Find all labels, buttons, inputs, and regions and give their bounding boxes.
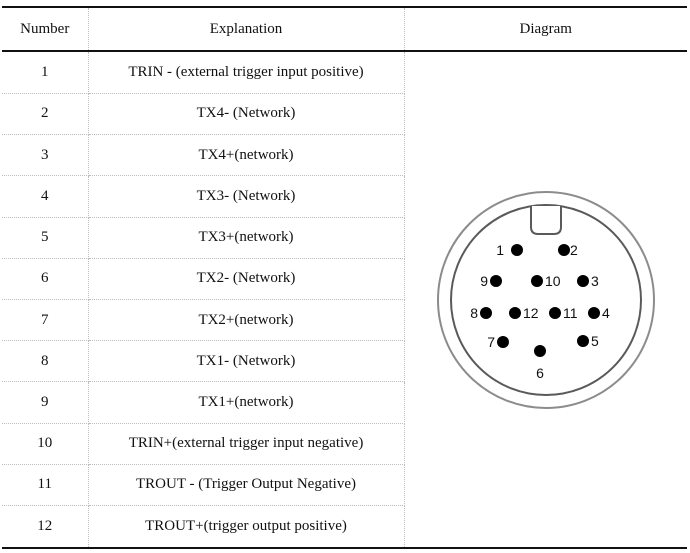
table-row: 9 TX1+(network) [2,381,687,424]
pin-label: 7 [487,334,495,350]
pin-explanation: TROUT+(trigger output positive) [88,505,405,550]
pin-label: 12 [523,305,539,321]
pin-label: 1 [496,242,504,258]
pin-dot [508,306,521,319]
header-diagram: Diagram [404,6,687,52]
pin-explanation: TX4+(network) [88,134,405,177]
pin-label: 10 [545,273,561,289]
connector-outer-ring [436,190,655,409]
pin-explanation: TRIN+(external trigger input negative) [88,423,405,465]
pin-explanation: TX3+(network) [88,217,405,259]
pin-number: 7 [2,299,89,342]
pin-number: 9 [2,381,89,424]
table-row: 8 TX1- (Network) [2,340,687,383]
pin-explanation: TX2+(network) [88,299,405,342]
pin-label: 8 [470,305,478,321]
table-row: 4 TX3- (Network) [2,175,687,218]
pin-dot [548,306,561,319]
pin-dot [576,274,589,287]
pin-number: 4 [2,175,89,218]
table-row: 3 TX4+(network) [2,134,687,177]
pin-dot [496,335,509,348]
pin-explanation: TX1- (Network) [88,340,405,383]
pin-number: 1 [2,51,89,94]
pin-number: 8 [2,340,89,383]
pin-number: 2 [2,93,89,136]
pin-dot [510,243,523,256]
pin-number: 11 [2,464,89,507]
pin-explanation: TX1+(network) [88,381,405,424]
pin-dot [479,306,492,319]
pin-number: 5 [2,217,89,259]
pin-label: 4 [602,305,610,321]
pin-explanation: TROUT - (Trigger Output Negative) [88,464,405,507]
pin-number: 3 [2,134,89,177]
header-row: Number Explanation Diagram [2,6,687,52]
table-row: 12 TROUT+(trigger output positive) [2,505,687,550]
connector-key-notch [529,205,562,235]
pin-label: 11 [563,305,578,321]
table-row: 2 TX4- (Network) [2,93,687,136]
table-row: 1 TRIN - (external trigger input positiv… [2,51,687,549]
pin-dot [557,243,570,256]
table-row: 10 TRIN+(external trigger input negative… [2,423,687,465]
pin-label: 2 [570,242,578,258]
table-row: 11 TROUT - (Trigger Output Negative) [2,464,687,507]
pin-label: 6 [536,365,544,381]
header-number: Number [2,6,89,52]
pin-explanation: TX2- (Network) [88,258,405,300]
pin-dot [576,334,589,347]
pin-dot [533,344,546,357]
pin-explanation: TX4- (Network) [88,93,405,136]
table-row: 5 TX3+(network) [2,217,687,259]
connector-inner-ring [449,203,642,396]
pin-label: 5 [591,333,599,349]
pin-label: 9 [480,273,488,289]
pin-label: 3 [591,273,599,289]
pin-number: 12 [2,505,89,550]
pin-explanation: TRIN - (external trigger input positive) [88,51,405,94]
header-explanation: Explanation [88,6,405,52]
pin-dot [530,274,543,287]
pin-table: Number Explanation Diagram 1 TRIN - (ext… [2,6,687,550]
table-row: 6 TX2- (Network) [2,258,687,300]
pin-dot [489,274,502,287]
table-row: 7 TX2+(network) [2,299,687,342]
pin-number: 10 [2,423,89,465]
diagram-cell: 1 2 3 4 5 6 7 8 9 10 11 12 [404,51,687,549]
pin-dot [587,306,600,319]
pin-explanation: TX3- (Network) [88,175,405,218]
pin-number: 6 [2,258,89,300]
